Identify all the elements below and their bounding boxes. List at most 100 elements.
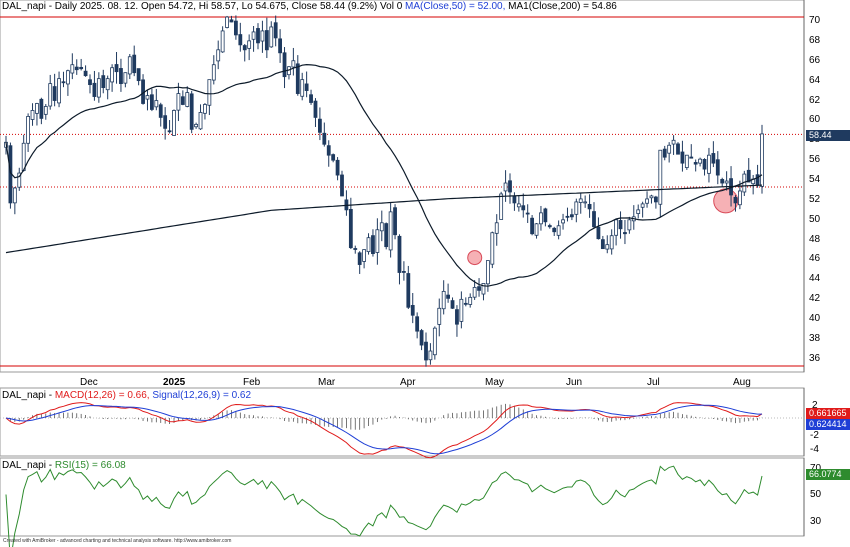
- candle-body: [676, 143, 680, 155]
- candle-body: [662, 148, 667, 158]
- x-tick-aug: Aug: [733, 377, 751, 388]
- candle-body: [295, 63, 300, 94]
- candle-body: [242, 45, 247, 51]
- candle-body: [247, 40, 252, 49]
- price-y-tick: 62: [809, 95, 821, 106]
- rsi-panel: [0, 457, 805, 537]
- candle-body: [556, 225, 561, 236]
- candle-body: [35, 103, 39, 114]
- candle-body: [428, 350, 433, 361]
- candle-body: [724, 180, 729, 184]
- candle-body: [251, 31, 256, 40]
- candle-body: [273, 22, 278, 39]
- candles: [4, 15, 764, 367]
- candle-body: [645, 198, 649, 204]
- candle-body: [317, 118, 322, 133]
- candle-body: [207, 79, 212, 106]
- candle-body: [711, 153, 716, 164]
- candle-body: [393, 207, 397, 236]
- candle-body: [481, 283, 486, 295]
- price-y-tick: 36: [809, 353, 821, 364]
- candle-body: [110, 67, 115, 83]
- candle-body: [43, 106, 48, 115]
- candle-body: [702, 159, 707, 170]
- ma200-line: [5, 184, 763, 254]
- candle-body: [565, 215, 570, 218]
- rsi-y-tick: 30: [810, 516, 822, 527]
- candle-body: [424, 341, 428, 361]
- candle-body: [291, 60, 296, 68]
- price-y-tick: 50: [809, 214, 821, 225]
- candle-body: [636, 209, 641, 214]
- candle-body: [583, 201, 588, 204]
- rsi-y-tick: 50: [810, 489, 822, 500]
- rsi-header: DAL_napi - RSI(15) = 66.08: [2, 460, 126, 471]
- candle-body: [282, 52, 287, 78]
- candle-body: [693, 162, 698, 165]
- x-tick-dec: Dec: [80, 377, 98, 388]
- candle-body: [145, 95, 150, 100]
- price-header: DAL_napi - Daily 2025. 08. 12. Open 54.7…: [2, 1, 617, 12]
- candle-body: [623, 232, 627, 235]
- candle-body: [525, 212, 530, 215]
- candle-body: [494, 222, 499, 234]
- candle-body: [401, 271, 406, 273]
- candle-body: [618, 220, 623, 230]
- candle-body: [605, 244, 610, 250]
- ma200-header-text: MA1(Close,200) = 54.86: [508, 1, 617, 12]
- price-y-tick: 54: [809, 174, 821, 185]
- candle-body: [278, 38, 283, 54]
- rsi-header-rsi: RSI(15) = 66.08: [54, 460, 126, 471]
- candle-body: [83, 70, 88, 77]
- last-price-tag: 58.44: [806, 130, 850, 141]
- x-tick-mar: Mar: [318, 377, 336, 388]
- candle-body: [658, 149, 663, 205]
- candle-body: [737, 190, 742, 206]
- candle-body: [70, 64, 75, 74]
- price-y-ticks: 36 38 40 42 44 46 48 50 52 54 56 58 60 6…: [809, 15, 821, 364]
- candle-body: [561, 219, 565, 224]
- candle-body: [587, 203, 592, 210]
- candle-body: [516, 203, 521, 208]
- candle-body: [468, 296, 473, 305]
- candle-body: [362, 249, 367, 262]
- candle-body: [185, 92, 190, 107]
- candle-body: [578, 198, 583, 203]
- candle-body: [198, 112, 203, 130]
- candle-body: [653, 196, 658, 203]
- candle-body: [216, 49, 221, 62]
- candle-body: [309, 94, 313, 103]
- candle-body: [264, 30, 269, 51]
- candle-body: [543, 208, 548, 223]
- candle-body: [136, 68, 141, 82]
- candle-body: [233, 20, 238, 36]
- price-y-tick: 44: [809, 273, 821, 284]
- candle-body: [600, 239, 605, 250]
- price-y-tick: 38: [809, 333, 821, 344]
- candle-body: [326, 145, 331, 156]
- candle-body: [163, 115, 168, 129]
- candle-body: [220, 30, 225, 53]
- ma50-line: [5, 63, 763, 287]
- candle-body: [65, 70, 70, 85]
- candle-body: [101, 75, 106, 88]
- rsi-y-ticks: 30 50 70: [810, 463, 822, 527]
- candle-body: [698, 158, 703, 164]
- candle-body: [17, 172, 22, 188]
- candle-body: [592, 211, 596, 228]
- candle-body: [39, 98, 44, 119]
- price-y-tick: 46: [809, 253, 821, 264]
- x-tick-2025: 2025: [163, 377, 186, 388]
- candle-body: [459, 298, 464, 322]
- ma50-header-text: MA(Close,50) = 52.00,: [405, 1, 506, 12]
- candle-body: [388, 211, 393, 251]
- candle-body: [715, 159, 720, 176]
- candle-body: [96, 78, 101, 98]
- price-y-tick: 48: [809, 234, 821, 245]
- candle-body: [671, 139, 676, 145]
- candle-body: [508, 180, 512, 193]
- candle-body: [547, 225, 552, 228]
- candle-body: [455, 309, 459, 325]
- macd-panel: [0, 387, 805, 457]
- signal-line: [5, 404, 762, 455]
